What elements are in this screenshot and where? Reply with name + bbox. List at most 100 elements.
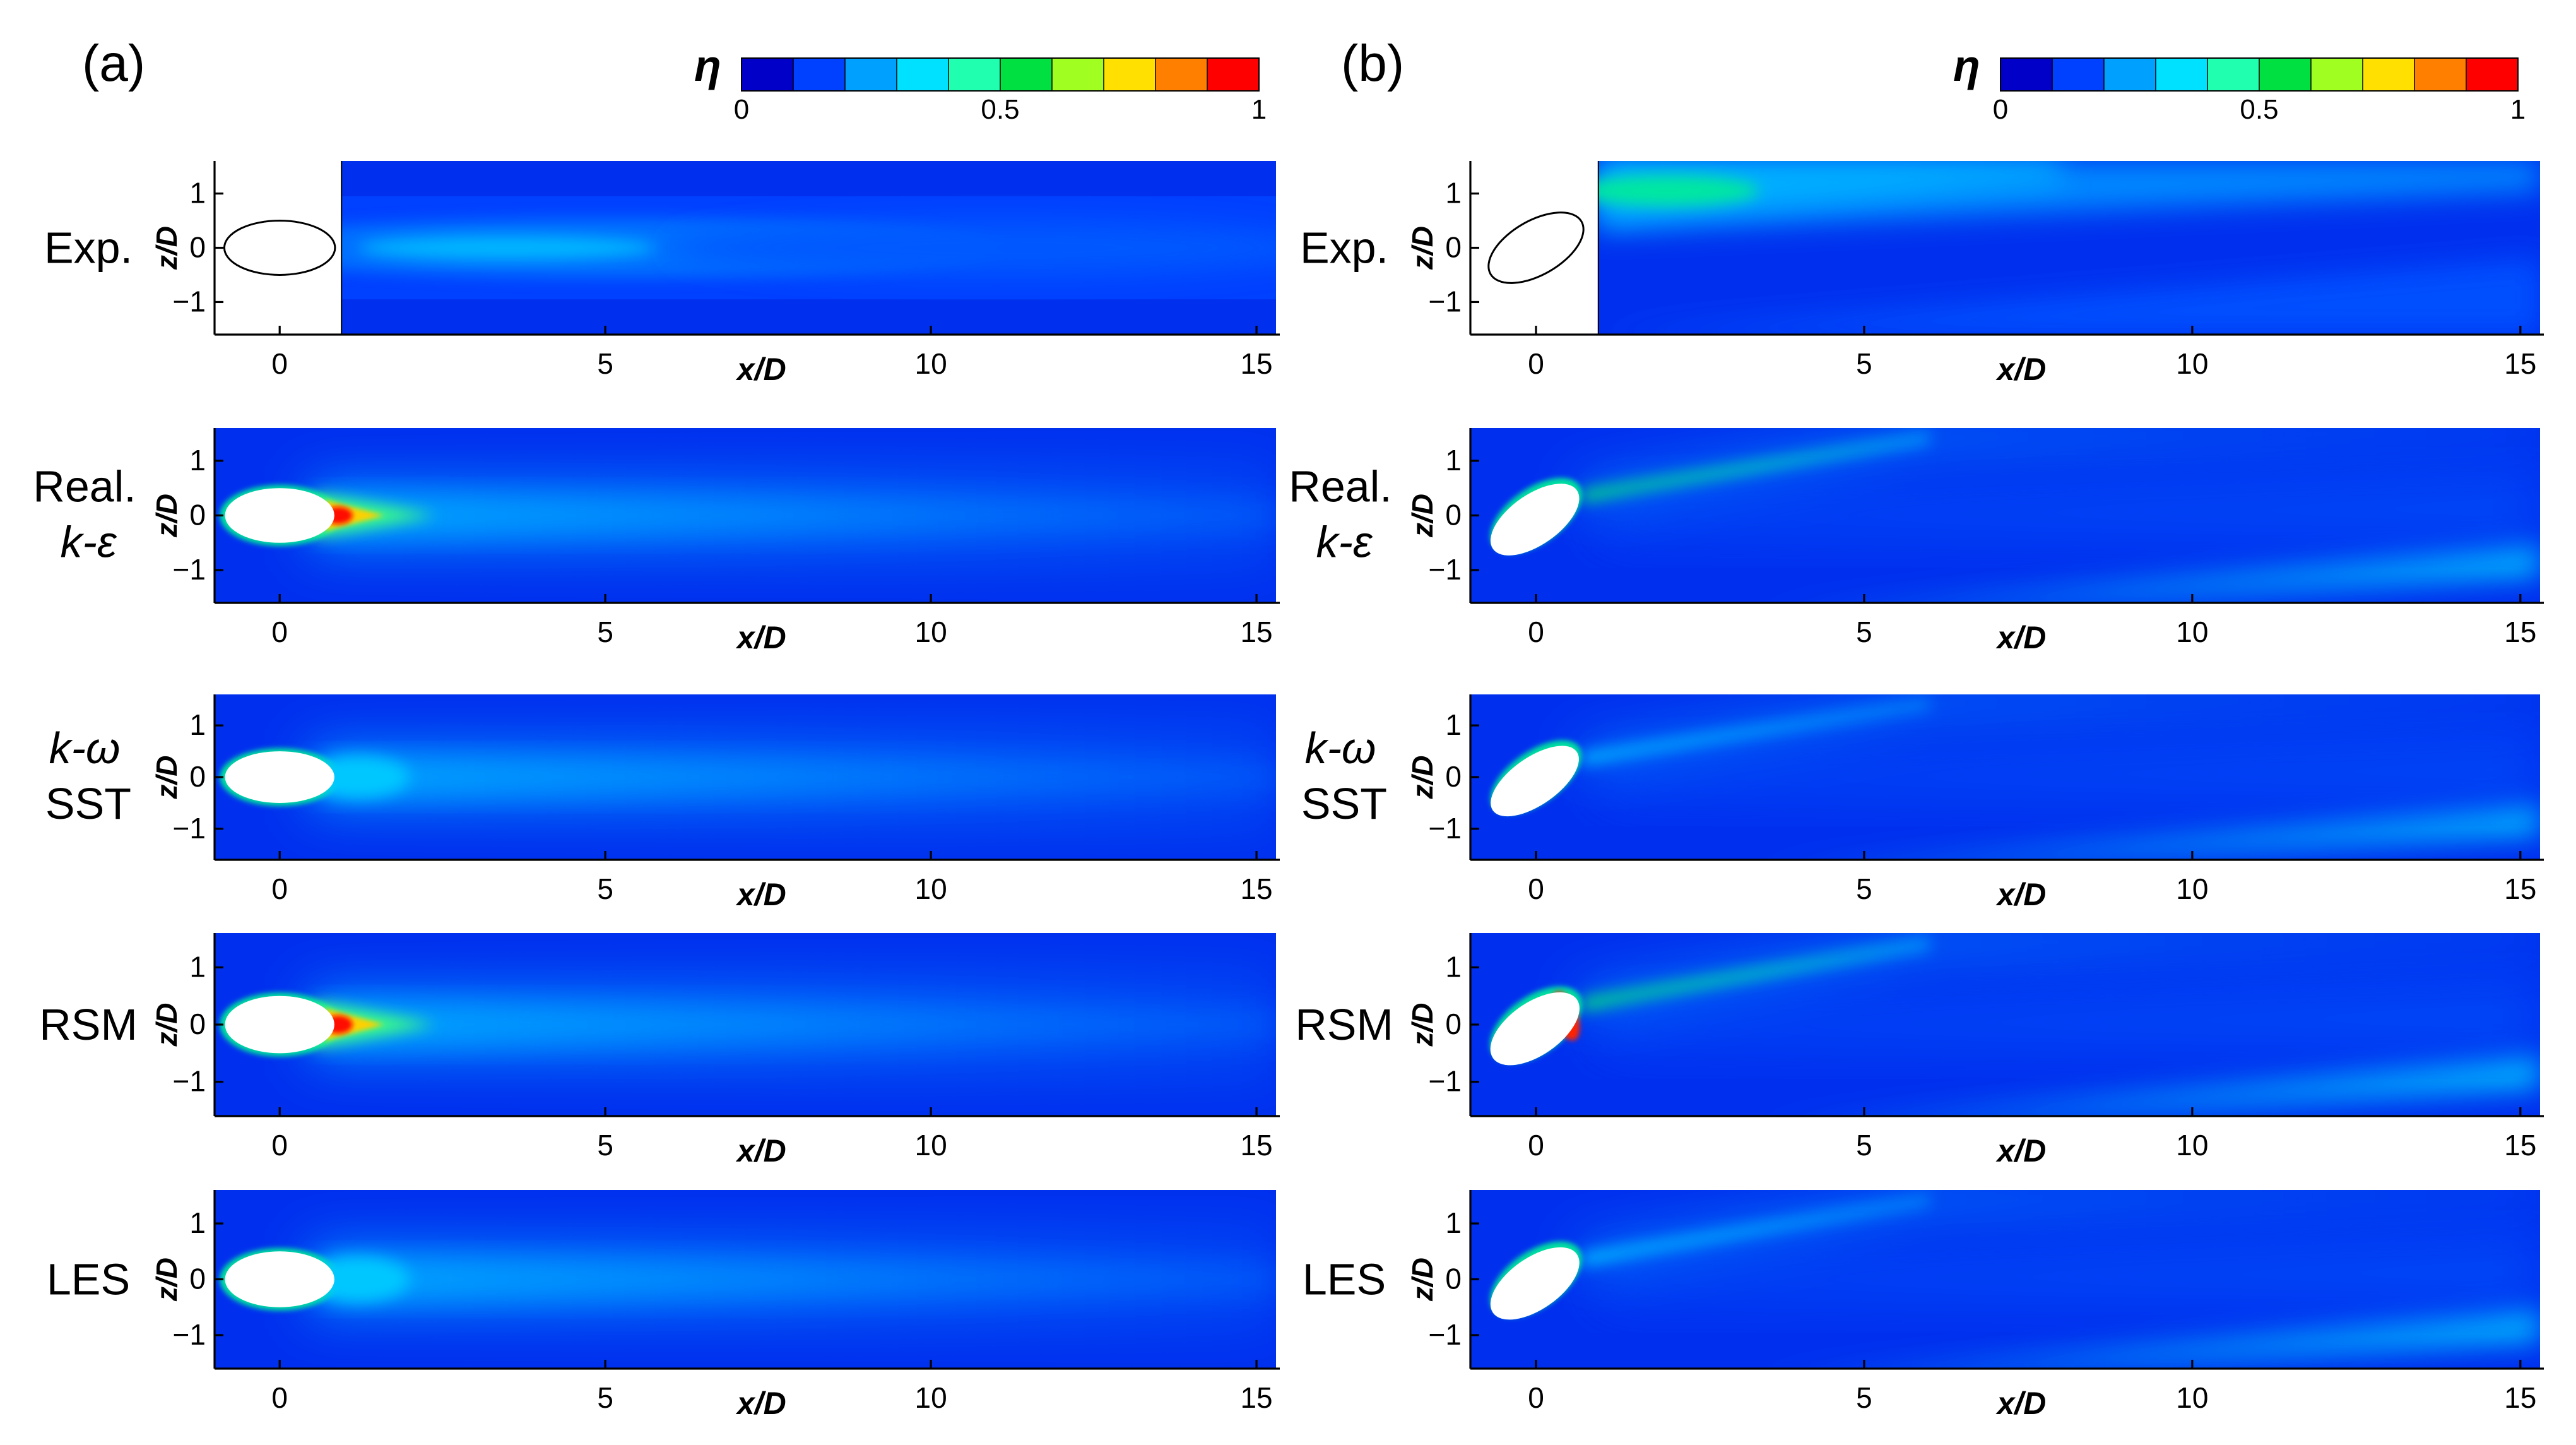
- wake-core: [319, 759, 1276, 795]
- contour-field: [1470, 694, 2540, 860]
- x-tick-label: 0: [271, 872, 288, 905]
- colorbar-frame: [2000, 57, 2519, 92]
- z-axis-title: z/D: [1406, 1258, 1439, 1302]
- x-tick-label: 0: [1528, 615, 1544, 648]
- colorbar-symbol: η: [1953, 41, 1980, 90]
- x-axis-title: x/D: [735, 877, 786, 912]
- lower-band: [1862, 806, 2540, 860]
- mid-diffuse: [1601, 984, 2540, 1048]
- row-label: LES: [1303, 1255, 1386, 1304]
- jet-diffuse: [1581, 933, 2540, 1016]
- x-axis-title: x/D: [1995, 1386, 2047, 1421]
- z-tick-label: 1: [1445, 708, 1462, 741]
- upper-band-core: [1598, 161, 2061, 221]
- colorbar-tick-label: 0: [1993, 94, 2008, 125]
- colorbar-frame: [741, 57, 1260, 92]
- x-tick-label: 15: [1240, 1129, 1272, 1162]
- z-axis-title: z/D: [150, 1003, 183, 1047]
- row-label: RSM: [1295, 1000, 1393, 1049]
- upper-peak: [1598, 175, 1759, 206]
- x-axis-title: x/D: [735, 1386, 786, 1421]
- colorbar-segment: [948, 58, 1001, 91]
- contour-field: [215, 933, 1276, 1116]
- x-tick-label: 5: [597, 347, 613, 380]
- colorbar: [741, 57, 1260, 92]
- z-tick-label: −1: [173, 553, 206, 586]
- x-tick-label: 0: [1528, 872, 1544, 905]
- z-tick-label: 0: [189, 760, 206, 793]
- z-tick-label: 0: [1445, 1008, 1462, 1040]
- jet-core: [1581, 431, 1930, 503]
- x-tick-label: 10: [915, 615, 947, 648]
- hole: [225, 751, 334, 803]
- colorbar-segment: [741, 58, 794, 91]
- z-tick-label: −1: [173, 285, 206, 318]
- colorbar-segment: [2363, 58, 2415, 91]
- x-axis-title: x/D: [735, 620, 786, 655]
- x-tick-label: 10: [915, 1381, 947, 1414]
- colorbar-segment: [2104, 58, 2156, 91]
- z-tick-label: −1: [173, 1318, 206, 1351]
- jet-diffuse: [1581, 428, 2540, 508]
- hole: [1491, 746, 1579, 817]
- z-tick-label: 1: [189, 708, 206, 741]
- x-tick-label: 0: [1528, 347, 1544, 380]
- colorbar-segment: [793, 58, 846, 91]
- x-tick-label: 15: [1240, 615, 1272, 648]
- x-tick-label: 0: [271, 347, 288, 380]
- x-tick-label: 5: [1856, 1129, 1872, 1162]
- row-label: RSM: [39, 1000, 138, 1049]
- wake-peak: [358, 235, 658, 260]
- mid-diffuse: [1601, 1240, 2540, 1302]
- colorbar-segment: [2000, 58, 2053, 91]
- x-tick-label: 15: [2504, 1129, 2536, 1162]
- contour-field: [341, 161, 1277, 335]
- colorbar-symbol: η: [694, 41, 721, 90]
- z-tick-label: 0: [1445, 760, 1462, 793]
- jet-diffuse: [1581, 694, 2540, 770]
- contour-field: [1470, 933, 2540, 1116]
- z-tick-label: 0: [189, 1263, 206, 1295]
- jet-diffuse: [1581, 1190, 2540, 1271]
- mid-diffuse: [1601, 740, 2540, 798]
- colorbar-segment: [845, 58, 897, 91]
- x-axis-title: x/D: [735, 1133, 786, 1168]
- z-axis-title: z/D: [150, 1258, 183, 1302]
- z-tick-label: 1: [1445, 177, 1462, 210]
- x-tick-label: 0: [271, 615, 288, 648]
- x-tick-label: 0: [1528, 1381, 1544, 1414]
- near-hole-plume: [305, 756, 410, 798]
- z-axis-title: z/D: [150, 226, 183, 270]
- colorbar-segment: [2466, 58, 2519, 91]
- x-axis-title: x/D: [1995, 352, 2047, 387]
- colorbar-segment: [2207, 58, 2260, 91]
- z-tick-label: 1: [189, 1206, 206, 1239]
- z-axis-title: z/D: [1406, 756, 1439, 800]
- hole: [225, 996, 334, 1054]
- row-label: Exp.: [1300, 223, 1388, 273]
- x-tick-label: 15: [2504, 347, 2536, 380]
- row-label: Exp.: [44, 223, 133, 273]
- jet-core: [1581, 697, 1930, 766]
- z-tick-label: 0: [189, 499, 206, 532]
- x-tick-label: 5: [597, 1129, 613, 1162]
- row-label: Real.: [33, 462, 136, 511]
- x-tick-label: 10: [2176, 615, 2208, 648]
- z-tick-label: 0: [1445, 1263, 1462, 1295]
- hole: [225, 488, 334, 543]
- x-tick-label: 10: [915, 1129, 947, 1162]
- wake-core: [319, 496, 1276, 535]
- colorbar-segment: [2052, 58, 2105, 91]
- x-tick-label: 5: [1856, 347, 1872, 380]
- z-tick-label: 1: [189, 950, 206, 983]
- z-tick-label: 0: [189, 1008, 206, 1040]
- colorbar-tick-label: 0.5: [981, 94, 1019, 125]
- z-tick-label: −1: [1429, 1318, 1462, 1351]
